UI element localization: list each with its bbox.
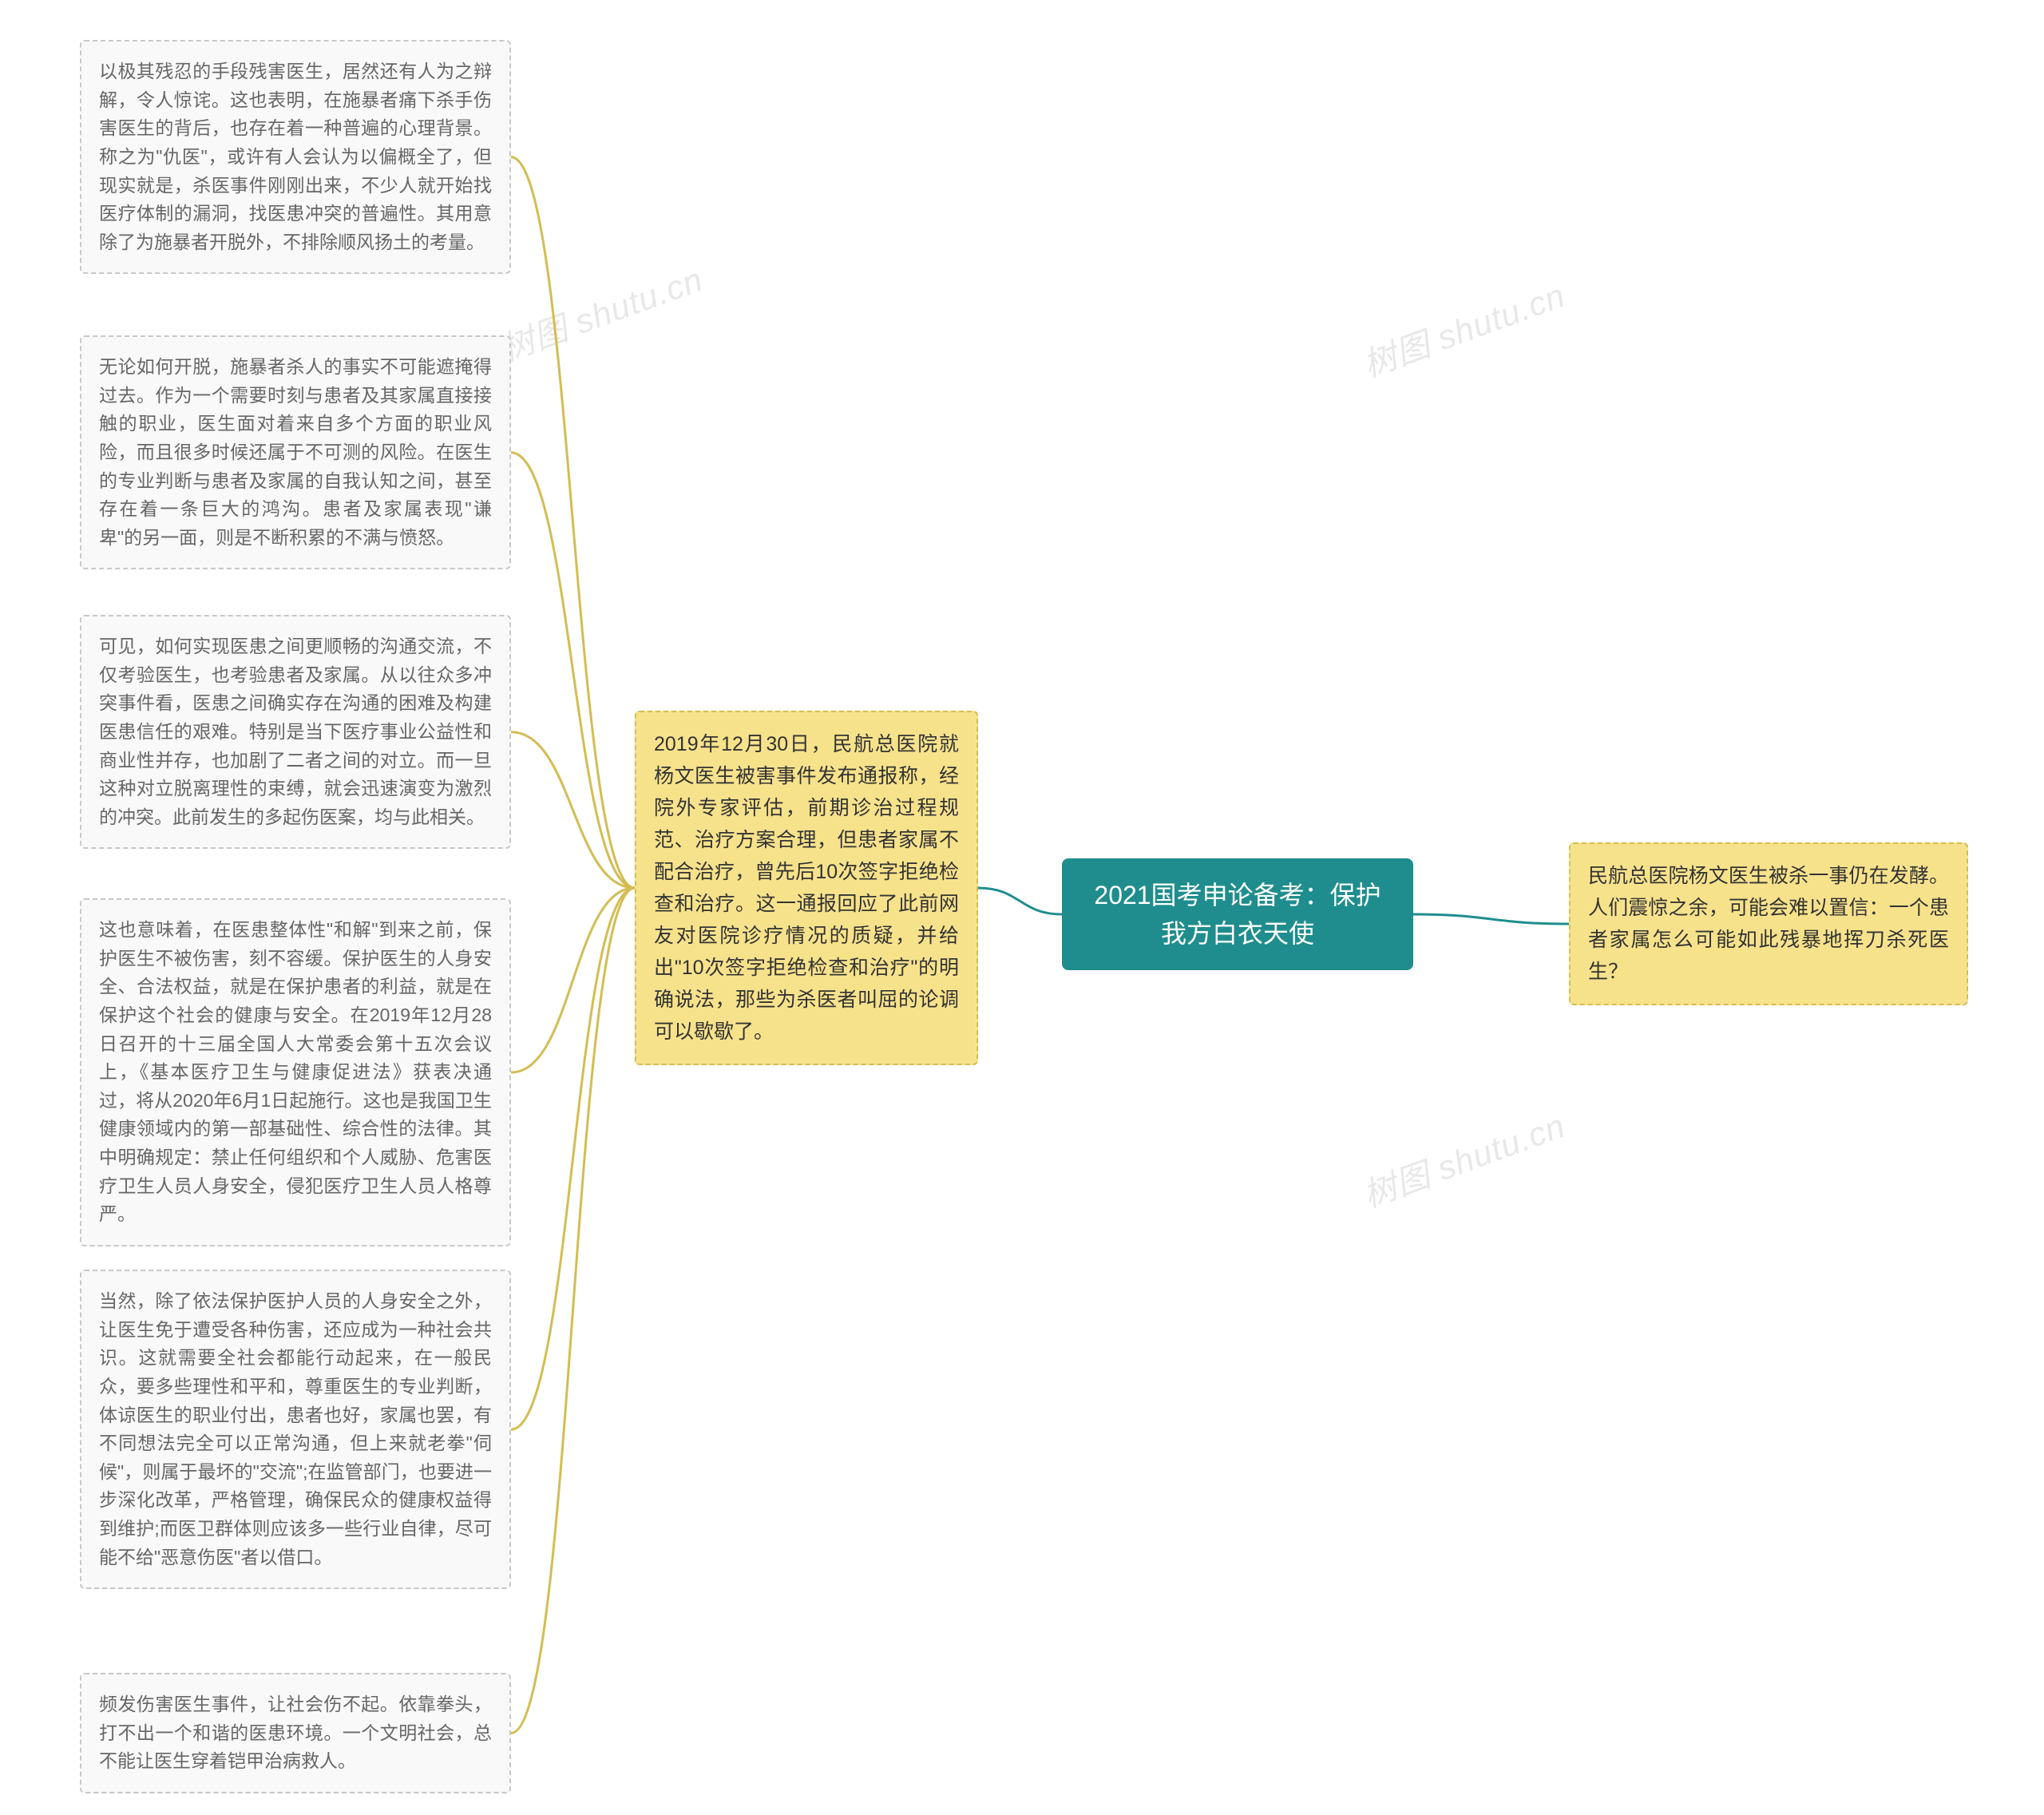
watermark: 树图 shutu.cn (1356, 1099, 1571, 1217)
watermark: 树图 shutu.cn (493, 252, 709, 371)
mindmap-left-node[interactable]: 2019年12月30日，民航总医院就杨文医生被害事件发布通报称，经院外专家评估，… (635, 711, 978, 1065)
mindmap-leaf-node[interactable]: 当然，除了依法保护医护人员的人身安全之外，让医生免于遭受各种伤害，还应成为一种社… (80, 1270, 511, 1589)
mindmap-leaf-node[interactable]: 无论如何开脱，施暴者杀人的事实不可能遮掩得过去。作为一个需要时刻与患者及其家属直… (80, 335, 511, 569)
watermark: 树图 shutu.cn (1356, 268, 1571, 386)
mindmap-right-node[interactable]: 民航总医院杨文医生被杀一事仍在发酵。人们震惊之余，可能会难以置信：一个患者家属怎… (1569, 842, 1968, 1005)
mindmap-leaf-node[interactable]: 可见，如何实现医患之间更顺畅的沟通交流，不仅考验医生，也考验患者及家属。从以往众… (80, 615, 511, 849)
mindmap-leaf-node[interactable]: 以极其残忍的手段残害医生，居然还有人为之辩解，令人惊诧。这也表明，在施暴者痛下杀… (80, 40, 511, 274)
mindmap-leaf-node[interactable]: 这也意味着，在医患整体性"和解"到来之前，保护医生不被伤害，刻不容缓。保护医生的… (80, 898, 511, 1246)
mindmap-leaf-node[interactable]: 频发伤害医生事件，让社会伤不起。依靠拳头，打不出一个和谐的医患环境。一个文明社会… (80, 1673, 511, 1793)
mindmap-center-node[interactable]: 2021国考申论备考：保护我方白衣天使 (1062, 858, 1413, 970)
